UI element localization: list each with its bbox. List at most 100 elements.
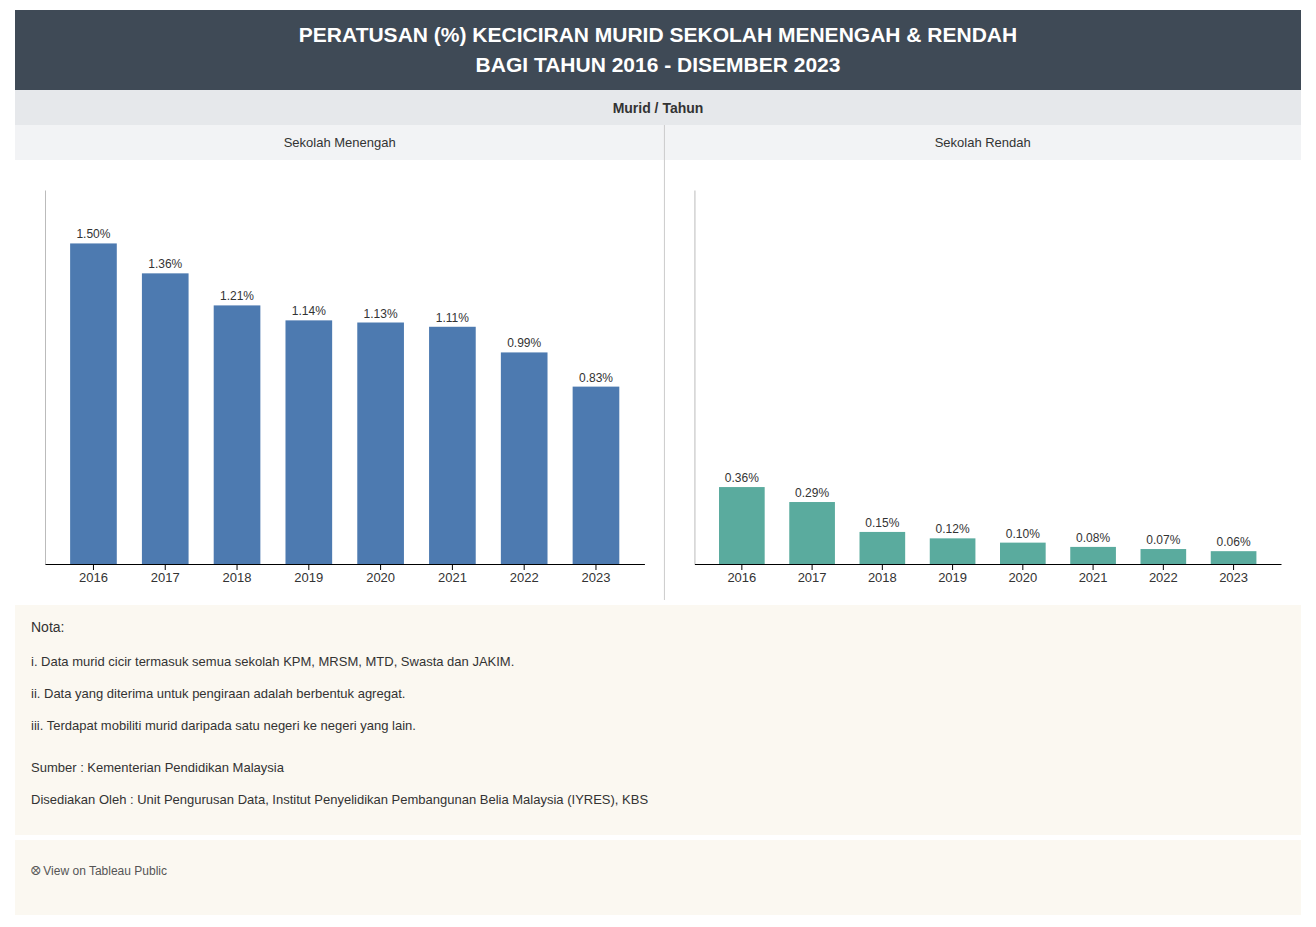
plot-area: 201620172018201920202021202220231.50%1.3… [46,191,645,586]
x-tick-label: 2021 [438,570,467,585]
x-tick: 2021 [438,564,467,585]
x-tick-label: 2022 [1149,570,1178,585]
y-axis-line [45,191,46,565]
data-label: 1.14% [292,304,326,318]
plot-area: 2016 2017 2018 2019 2020 2021 2022 2023 0.36% 0.2… [695,191,1282,586]
data-labels: 0.36% 0.29% 0.15% 0.12% 0.10% 0.08% 0.07% 0.06% [725,471,1251,549]
footer-band [15,840,1301,915]
x-tick: 2017 [151,564,180,585]
x-tick-mark [452,564,453,570]
x-axis-line [695,564,1282,565]
bar [429,327,476,564]
chart-panel: 2016 2017 2018 2019 2020 2021 2022 2023 0.36% 0.2… [695,191,1282,586]
x-tick: 2023 [1219,564,1248,585]
x-tick-label: 2018 [868,570,897,585]
x-tick-label: 2023 [582,570,611,585]
data-label: 0.83% [579,371,613,385]
data-label: 0.12% [936,522,970,536]
data-label: 0.07% [1146,533,1180,547]
x-axis: 2016 2017 2018 2019 2020 2021 2022 2023 [46,564,645,585]
bar [1211,551,1257,564]
bar [860,532,906,564]
column-header-band [15,90,1301,125]
note-line: i. Data murid cicir termasuk semua sekol… [31,654,514,669]
bar [70,243,117,564]
data-label: 0.08% [1076,531,1110,545]
x-tick-label: 2019 [938,570,967,585]
chart-title: Sekolah Rendah [935,135,1031,150]
data-label: 0.36% [725,471,759,485]
note-line: ii. Data yang diterima untuk pengiraan a… [31,686,405,701]
x-tick-mark [1233,564,1234,570]
title-band [15,10,1301,90]
x-tick-mark [812,564,813,570]
x-tick-mark [237,564,238,570]
x-tick-mark [380,564,381,570]
bar [573,387,620,564]
data-label: 0.15% [865,516,899,530]
x-tick: 2023 [582,564,611,585]
x-tick-mark [1022,564,1023,570]
x-tick: 2018 [223,564,252,585]
bars [70,243,619,564]
x-tick-label: 2021 [1079,570,1108,585]
subtitle: BAGI TAHUN 2016 - DISEMBER 2023 [476,53,841,76]
x-tick: 2020 [1008,564,1037,585]
bar [501,352,548,564]
data-label: 1.50% [76,227,110,241]
bar [930,538,976,564]
x-tick-label: 2020 [1008,570,1037,585]
y-axis [45,191,46,565]
title: PERATUSAN (%) KECICIRAN MURID SEKOLAH ME… [299,23,1017,46]
source-line: Sumber : Kementerian Pendidikan Malaysia [31,760,285,775]
x-tick: 2016 [727,564,756,585]
x-axis: 2016 2017 2018 2019 2020 2021 2022 2023 [695,564,1282,585]
note-line: iii. Terdapat mobiliti murid daripada sa… [31,718,416,733]
data-label: 1.11% [436,311,469,325]
data-label: 0.29% [795,486,829,500]
subheader-band [15,125,1301,160]
x-tick-mark [741,564,742,570]
chart-panel: 201620172018201920202021202220231.50%1.3… [46,191,645,586]
column-header: Murid / Tahun [613,100,704,116]
bar [214,305,261,564]
bar [285,320,332,564]
notes-title: Nota: [31,619,64,635]
chart-title: Sekolah Menengah [284,135,396,150]
data-label: 1.13% [364,307,398,321]
x-tick: 2018 [868,564,897,585]
data-label: 1.21% [220,289,254,303]
x-tick-mark [1093,564,1094,570]
x-tick-mark [308,564,309,570]
data-labels: 1.50%1.36%1.21%1.14%1.13%1.11%0.99%0.83% [76,227,613,384]
x-tick: 2021 [1079,564,1108,585]
data-label: 0.99% [507,336,541,350]
footer-text: ⭙ View on Tableau Public [31,864,167,878]
bar [789,502,835,564]
x-tick-label: 2017 [151,570,180,585]
x-tick: 2016 [79,564,108,585]
y-axis-line [694,191,695,565]
data-label: 0.06% [1217,535,1251,549]
x-tick-mark [882,564,883,570]
x-tick-label: 2016 [79,570,108,585]
x-tick: 2022 [1149,564,1178,585]
bar [1070,547,1116,564]
x-tick-label: 2023 [1219,570,1248,585]
x-tick: 2017 [798,564,827,585]
x-tick-label: 2019 [294,570,323,585]
x-tick-mark [595,564,596,570]
x-tick-label: 2016 [727,570,756,585]
x-tick-label: 2022 [510,570,539,585]
x-tick-label: 2020 [366,570,395,585]
x-tick: 2020 [366,564,395,585]
x-tick: 2019 [938,564,967,585]
page: PERATUSAN (%) KECICIRAN MURID SEKOLAH ME… [0,0,1316,927]
y-axis [694,191,695,565]
x-tick-mark [524,564,525,570]
x-tick-mark [1163,564,1164,570]
x-axis-line [46,564,645,565]
source-line: Disediakan Oleh : Unit Pengurusan Data, … [31,792,648,807]
data-label: 0.10% [1006,527,1040,541]
x-tick-mark [952,564,953,570]
